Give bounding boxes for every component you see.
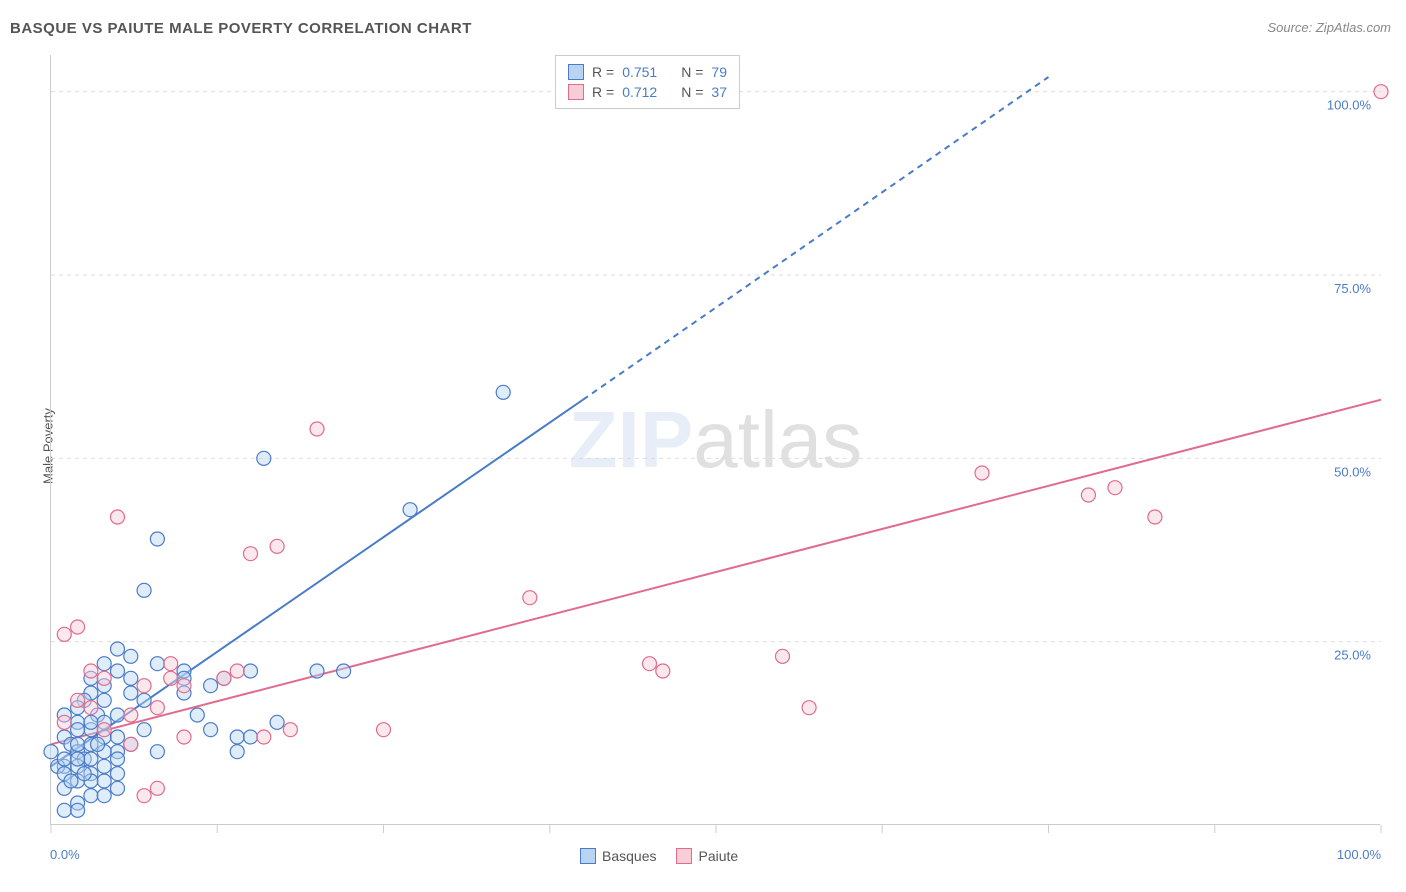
n-value-paiute: 37 [711,84,727,100]
legend-item-paiute: Paiute [676,848,738,864]
legend-correlation: R = 0.751 N = 79 R = 0.712 N = 37 [555,55,740,109]
legend-item-basques: Basques [580,848,656,864]
chart-container: BASQUE VS PAIUTE MALE POVERTY CORRELATIO… [0,0,1406,892]
legend-row-basques: R = 0.751 N = 79 [568,62,727,82]
legend-series: Basques Paiute [580,848,738,864]
chart-title: BASQUE VS PAIUTE MALE POVERTY CORRELATIO… [10,20,472,37]
swatch-blue-icon [568,64,584,80]
r-value-basques: 0.751 [622,64,657,80]
source-attribution: Source: ZipAtlas.com [1267,20,1391,35]
n-value-basques: 79 [711,64,727,80]
x-tick-label-min: 0.0% [50,847,80,862]
r-label: R = [592,84,614,100]
legend-row-paiute: R = 0.712 N = 37 [568,82,727,102]
plot-svg: 25.0% 50.0% 75.0% 100.0% [51,55,1380,824]
svg-text:100.0%: 100.0% [1327,98,1372,113]
x-tick-label-max: 100.0% [1337,847,1381,862]
swatch-pink-icon [676,848,692,864]
swatch-pink-icon [568,84,584,100]
plot-area: ZIPatlas 25.0%50.0%75.0%100.0% [50,55,1380,825]
n-label: N = [681,64,703,80]
legend-label-basques: Basques [602,848,656,864]
r-value-paiute: 0.712 [622,84,657,100]
r-label: R = [592,64,614,80]
legend-label-paiute: Paiute [698,848,738,864]
n-label: N = [681,84,703,100]
svg-text:25.0%: 25.0% [1334,648,1371,663]
svg-text:75.0%: 75.0% [1334,281,1371,296]
svg-text:50.0%: 50.0% [1334,464,1371,479]
swatch-blue-icon [580,848,596,864]
